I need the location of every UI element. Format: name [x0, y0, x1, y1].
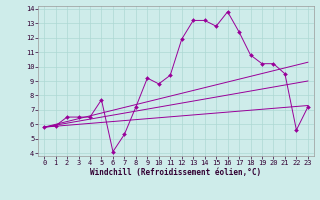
X-axis label: Windchill (Refroidissement éolien,°C): Windchill (Refroidissement éolien,°C)	[91, 168, 261, 177]
